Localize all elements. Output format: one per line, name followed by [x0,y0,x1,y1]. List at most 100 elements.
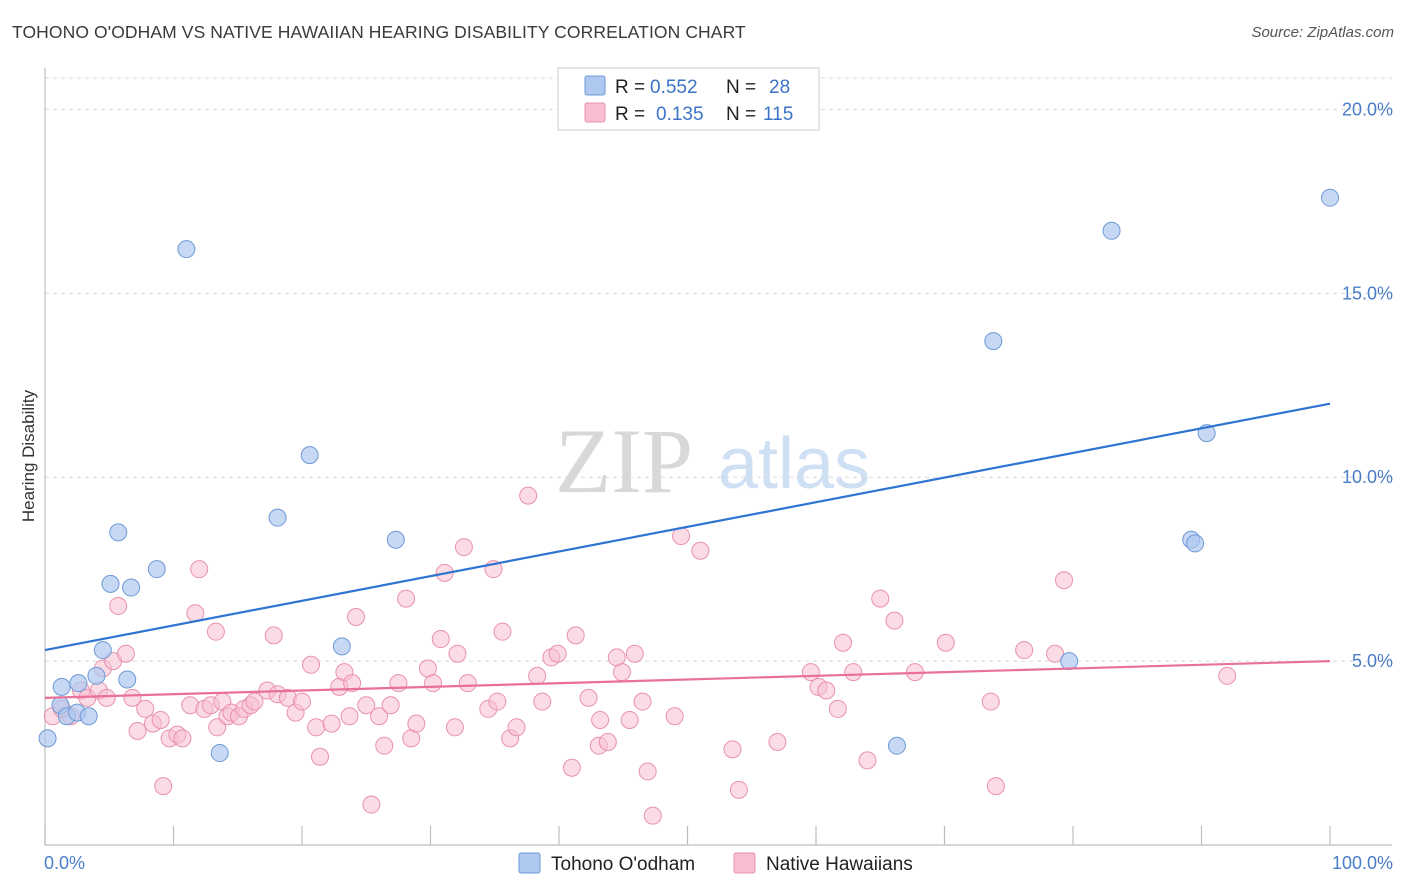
tohono-oodham-point-17 [300,446,319,465]
native-hawaiians-point-78 [566,626,585,645]
correlation-legend: R = 0.552 N = 28 R = 0.135 N = 115 [557,67,820,131]
native-hawaiians-point-81 [591,710,610,729]
native-hawaiians-point-71 [507,718,526,737]
native-hawaiians-point-62 [445,718,464,737]
native-hawaiians-point-93 [723,740,742,759]
tohono-oodham-points [38,188,1339,763]
series-swatch-blue [518,852,541,874]
native-hawaiians-point-12 [128,721,147,740]
native-hawaiians-point-9 [109,596,128,615]
native-hawaiians-point-74 [533,692,552,711]
native-hawaiians-point-52 [375,736,394,755]
native-hawaiians-point-13 [136,699,155,718]
tohono-oodham-point-14 [177,240,196,259]
legend-n-label-2: N = [726,104,756,125]
trend-lines [44,402,1331,699]
native-hawaiians-point-63 [448,644,467,663]
gridlines [45,77,1392,662]
native-hawaiians-point-89 [643,806,662,825]
tohono-oodham-point-25 [1186,534,1205,553]
y-axis-label: Hearing Disability [19,389,38,522]
x-axis-ticks [44,826,1331,845]
chart-title: TOHONO O'ODHAM VS NATIVE HAWAIIAN HEARIN… [12,22,746,42]
native-hawaiians-point-42 [310,747,329,766]
legend-r-value-1: 0.552 [650,77,698,98]
native-hawaiians-point-22 [190,560,209,579]
native-hawaiians-point-99 [828,699,847,718]
native-hawaiians-point-98 [817,681,836,700]
tohono-oodham-point-8 [93,641,112,660]
legend-r-label-1: R = [615,77,645,98]
y-tick-label-20: 20.0% [1342,99,1393,119]
tohono-oodham-point-9 [101,574,120,593]
native-hawaiians-point-54 [389,674,408,693]
native-hawaiians-point-26 [208,718,227,737]
native-hawaiians-point-7 [97,688,116,707]
tohono-oodham-point-10 [109,523,128,542]
native-hawaiians-point-60 [431,630,450,649]
native-hawaiians-point-64 [454,538,473,557]
native-hawaiians-point-73 [528,666,547,685]
legend-n-label-1: N = [726,77,756,98]
native-hawaiians-point-51 [370,707,389,726]
native-hawaiians-point-92 [691,541,710,560]
legend-n-value-1: 28 [769,77,790,98]
x-tick-label-min: 0.0% [44,853,85,873]
tohono-oodham-point-7 [87,666,106,685]
native-hawaiians-point-43 [322,714,341,733]
y-tick-label-10: 10.0% [1342,467,1393,487]
native-hawaiians-point-101 [844,663,863,682]
native-hawaiians-point-100 [833,633,852,652]
tohono-oodham-point-0 [38,729,57,748]
native-hawaiians-point-77 [562,758,581,777]
tohono-oodham-point-16 [268,508,287,527]
tohono-oodham-point-27 [1321,188,1339,207]
series-legend: Tohono O'odham Native Hawaiians [518,852,913,875]
native-hawaiians-point-47 [343,674,362,693]
y-tick-label-15: 15.0% [1342,283,1393,303]
tohono-oodham-point-21 [984,332,1003,351]
native-hawaiians-point-86 [625,644,644,663]
native-hawaiians-trendline [44,660,1331,699]
watermark-zip: ZIP [555,410,693,512]
native-hawaiians-point-102 [858,751,877,770]
native-hawaiians-point-84 [612,663,631,682]
native-hawaiians-point-35 [264,626,283,645]
tohono-oodham-point-5 [69,674,88,693]
native-hawaiians-point-46 [340,707,359,726]
series-label-native-hawaiians: Native Hawaiians [766,854,913,875]
tohono-oodham-trendline [44,402,1331,652]
native-hawaiians-point-79 [579,688,598,707]
native-hawaiians-point-107 [981,692,1000,711]
native-hawaiians-point-25 [206,622,225,641]
native-hawaiians-point-15 [151,710,170,729]
native-hawaiians-point-57 [407,714,426,733]
source-label: Source: ZipAtlas.com [1251,24,1394,41]
native-hawaiians-point-48 [346,607,365,626]
tohono-oodham-point-13 [147,560,166,579]
native-hawaiians-point-106 [936,633,955,652]
native-hawaiians-point-103 [871,589,890,608]
native-hawaiians-point-59 [424,674,443,693]
native-hawaiians-points [43,486,1237,825]
tohono-oodham-point-18 [332,637,351,656]
native-hawaiians-point-50 [362,795,381,814]
native-hawaiians-point-111 [1055,571,1074,590]
native-hawaiians-point-41 [307,718,326,737]
native-hawaiians-point-40 [301,655,320,674]
native-hawaiians-point-108 [986,777,1005,796]
native-hawaiians-point-76 [548,644,567,663]
native-hawaiians-point-19 [173,729,192,748]
y-axis-tick-labels: 5.0% 10.0% 15.0% 20.0% [1342,99,1393,671]
y-tick-label-5: 5.0% [1352,651,1393,671]
native-hawaiians-point-39 [293,692,311,711]
series-swatch-pink [733,852,756,874]
tohono-oodham-point-2 [52,677,71,696]
native-hawaiians-point-33 [245,692,264,711]
tohono-oodham-point-19 [386,530,405,549]
native-hawaiians-point-94 [729,780,748,799]
tohono-oodham-point-23 [1102,221,1121,240]
tohono-oodham-point-15 [210,744,229,763]
tohono-oodham-point-6 [79,707,98,726]
